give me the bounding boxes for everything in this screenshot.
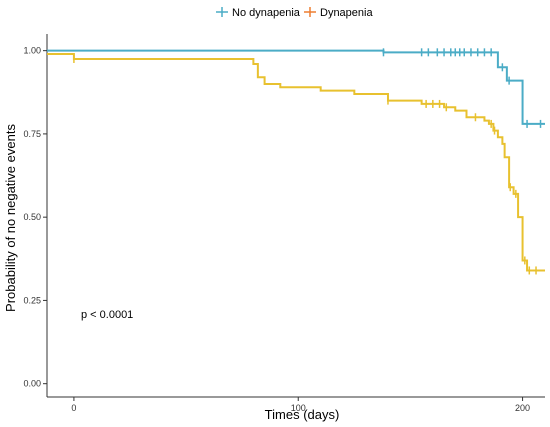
- x-tick-label: 100: [291, 403, 306, 413]
- x-tick-label: 200: [515, 403, 530, 413]
- legend-marker-dynapenia: [304, 7, 316, 17]
- legend-label-dynapenia: Dynapenia: [320, 7, 373, 19]
- legend-label-no-dynapenia: No dynapenia: [232, 7, 301, 19]
- y-tick-label: 0.00: [23, 379, 41, 389]
- y-tick-label: 0.75: [23, 129, 41, 139]
- legend-item-no-dynapenia: No dynapenia: [216, 7, 301, 19]
- legend-item-dynapenia: Dynapenia: [304, 7, 373, 19]
- series-layer: [47, 48, 545, 275]
- legend: No dynapenia Dynapenia: [216, 7, 373, 19]
- y-tick-label: 0.25: [23, 295, 41, 305]
- y-tick-label: 1.00: [23, 46, 41, 56]
- legend-marker-no-dynapenia: [216, 7, 228, 17]
- x-axis-title: Times (days): [265, 407, 340, 422]
- x-tick-label: 0: [71, 403, 76, 413]
- y-axis-title: Probability of no negative events: [3, 124, 18, 312]
- p-value-annotation: p < 0.0001: [81, 309, 133, 321]
- x-axis-ticks: 0 100 200: [71, 397, 530, 413]
- survival-curve-dynapenia: [47, 52, 545, 272]
- y-axis-ticks: 0.00 0.25 0.50 0.75 1.00: [23, 46, 47, 389]
- y-tick-label: 0.50: [23, 212, 41, 222]
